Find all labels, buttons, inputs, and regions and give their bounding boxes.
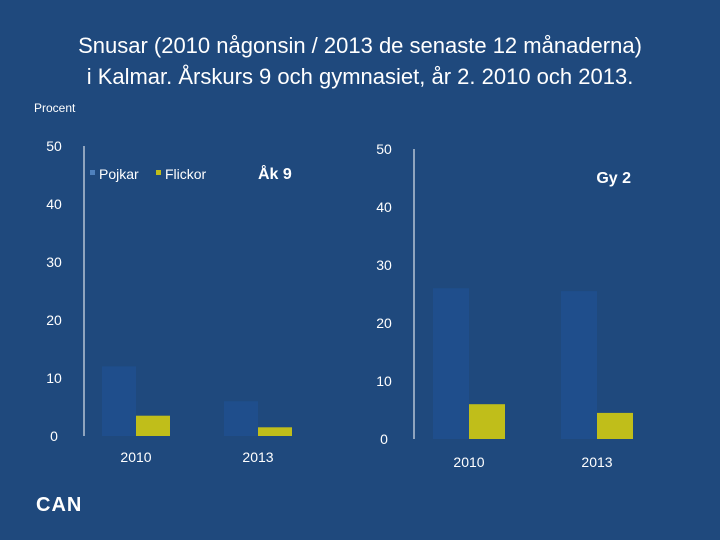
bar-flickor-2010 (136, 415, 170, 436)
y-tick-label: 30 (376, 257, 392, 273)
y-tick-label: 20 (376, 315, 392, 331)
legend-swatch-flickor (156, 170, 161, 175)
legend-label-flickor: Flickor (165, 166, 207, 182)
category-label: 2013 (581, 454, 612, 470)
bar-flickor-2013 (597, 412, 633, 439)
y-tick-label: 0 (50, 428, 58, 444)
legend-swatch-pojkar (90, 170, 95, 175)
header-band (0, 0, 720, 118)
y-tick-label: 40 (46, 196, 62, 212)
category-label: 2010 (453, 454, 484, 470)
y-tick-label: 0 (380, 431, 388, 447)
legend-label-pojkar: Pojkar (99, 166, 139, 182)
y-tick-label: 20 (46, 312, 62, 328)
unit-label: Procent (34, 101, 76, 115)
y-tick-label: 50 (46, 138, 62, 154)
can-logo: CAN (36, 494, 83, 516)
y-tick-label: 40 (376, 199, 392, 215)
bar-flickor-2013 (258, 427, 292, 436)
chart-background (0, 118, 720, 540)
bar-pojkar-2013 (561, 291, 597, 439)
bar-pojkar-2010 (433, 288, 469, 439)
title-line-2: i Kalmar. Årskurs 9 och gymnasiet, år 2.… (86, 64, 634, 89)
y-tick-label: 50 (376, 141, 392, 157)
bar-pojkar-2013 (224, 401, 258, 436)
title-line-1: Snusar (2010 någonsin / 2013 de senaste … (78, 33, 642, 58)
panel-title: Åk 9 (258, 164, 292, 183)
category-label: 2013 (242, 449, 273, 465)
panel-title: Gy 2 (596, 170, 631, 187)
category-label: 2010 (120, 449, 151, 465)
bar-flickor-2010 (469, 404, 505, 439)
y-tick-label: 10 (46, 370, 62, 386)
chart-title: Snusar (2010 någonsin / 2013 de senaste … (0, 30, 720, 92)
y-tick-label: 10 (376, 373, 392, 389)
y-tick-label: 30 (46, 254, 62, 270)
bar-pojkar-2010 (102, 366, 136, 436)
